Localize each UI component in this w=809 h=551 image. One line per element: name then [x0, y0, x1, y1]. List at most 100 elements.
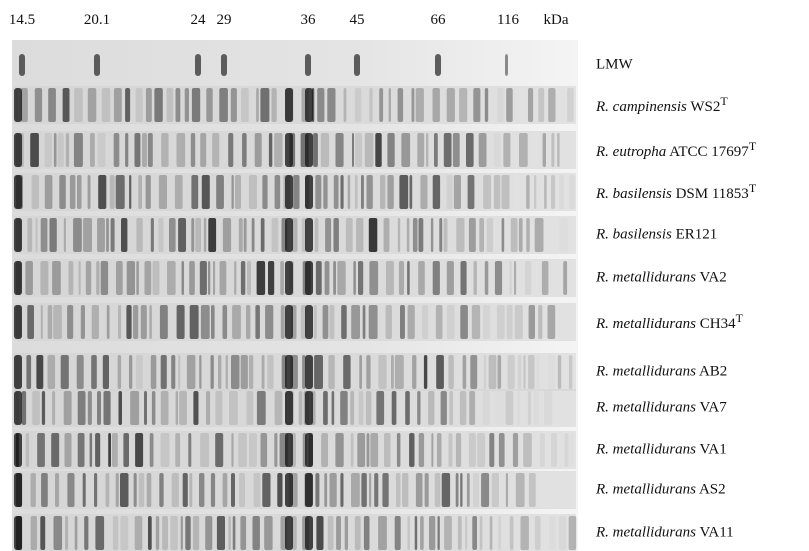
protein-band: [483, 305, 490, 339]
protein-band: [341, 305, 347, 339]
protein-band: [146, 88, 152, 122]
protein-band: [321, 433, 328, 467]
protein-band: [233, 516, 236, 550]
protein-band: [467, 473, 470, 507]
protein-band: [494, 175, 500, 209]
protein-band: [551, 133, 554, 167]
protein-band: [444, 133, 452, 167]
protein-band: [315, 473, 319, 507]
protein-band: [544, 391, 552, 425]
protein-band: [395, 355, 404, 389]
protein-band: [535, 218, 544, 252]
species: R. campinensis: [596, 99, 687, 115]
protein-band: [497, 88, 503, 122]
protein-band: [55, 473, 59, 507]
protein-band: [77, 175, 82, 209]
protein-band: [191, 218, 194, 252]
protein-band: [392, 391, 397, 425]
protein-band: [433, 88, 440, 122]
protein-band: [138, 175, 142, 209]
protein-band: [416, 88, 424, 122]
protein-band: [231, 355, 240, 389]
protein-band: [356, 218, 363, 252]
protein-band: [420, 175, 427, 209]
lane-label: R. metallidurans AB2: [596, 364, 727, 381]
protein-band: [483, 175, 491, 209]
lane-label: R. metallidurans VA1: [596, 442, 727, 459]
protein-band: [217, 516, 225, 550]
protein-band: [218, 355, 221, 389]
protein-band: [238, 433, 247, 467]
strong-band: [285, 516, 293, 550]
protein-band: [490, 516, 493, 550]
protein-band: [86, 261, 91, 295]
protein-band: [244, 218, 247, 252]
protein-band: [169, 218, 176, 252]
protein-band: [324, 473, 327, 507]
protein-band: [456, 218, 464, 252]
protein-band: [32, 391, 40, 425]
protein-band: [323, 175, 327, 209]
protein-band: [506, 473, 508, 507]
protein-band: [90, 433, 93, 467]
protein-band: [281, 305, 285, 339]
protein-band: [45, 133, 52, 167]
protein-band: [249, 355, 253, 389]
protein-band: [208, 218, 216, 252]
protein-band: [352, 133, 354, 167]
protein-band: [120, 516, 128, 550]
protein-band: [447, 88, 455, 122]
protein-band: [167, 88, 174, 122]
species: R. metallidurans: [596, 525, 696, 541]
protein-band: [498, 516, 501, 550]
protein-band: [323, 391, 328, 425]
protein-band: [177, 133, 186, 167]
protein-band: [274, 433, 277, 467]
protein-band: [337, 261, 345, 295]
protein-band: [559, 175, 564, 209]
protein-band: [517, 391, 520, 425]
protein-band: [26, 355, 31, 389]
protein-band: [127, 261, 135, 295]
protein-band: [118, 355, 122, 389]
protein-band: [114, 133, 120, 167]
protein-band: [315, 218, 319, 252]
protein-band: [269, 133, 272, 167]
protein-band: [510, 261, 512, 295]
species: R. metallidurans: [596, 482, 696, 498]
protein-band: [549, 473, 555, 507]
protein-band: [398, 88, 404, 122]
protein-band: [355, 88, 362, 122]
protein-band: [121, 218, 127, 252]
protein-band: [111, 218, 115, 252]
protein-band: [74, 133, 83, 167]
protein-band: [351, 433, 354, 467]
protein-band: [387, 133, 394, 167]
protein-band: [176, 88, 181, 122]
protein-band: [262, 355, 265, 389]
lane-label: R. basilensis ER121: [596, 227, 717, 244]
marker-band: [305, 54, 311, 76]
protein-band: [246, 305, 250, 339]
protein-band: [355, 516, 361, 550]
protein-band: [514, 261, 516, 295]
protein-band: [428, 391, 434, 425]
protein-band: [561, 88, 564, 122]
protein-band: [97, 391, 101, 425]
protein-band: [412, 355, 416, 389]
protein-band: [134, 473, 137, 507]
protein-band: [265, 305, 273, 339]
strain: AS2: [699, 482, 726, 498]
protein-band: [399, 175, 408, 209]
protein-band: [150, 433, 154, 467]
unit-label: kDa: [544, 12, 569, 29]
protein-band: [369, 218, 378, 252]
protein-band: [41, 218, 48, 252]
species: R. eutropha: [596, 144, 666, 160]
protein-band: [538, 305, 542, 339]
protein-band: [48, 88, 56, 122]
protein-band: [162, 516, 168, 550]
protein-band: [235, 175, 241, 209]
lane-label: R. eutropha ATCC 17697T: [596, 139, 756, 161]
protein-band: [543, 133, 546, 167]
